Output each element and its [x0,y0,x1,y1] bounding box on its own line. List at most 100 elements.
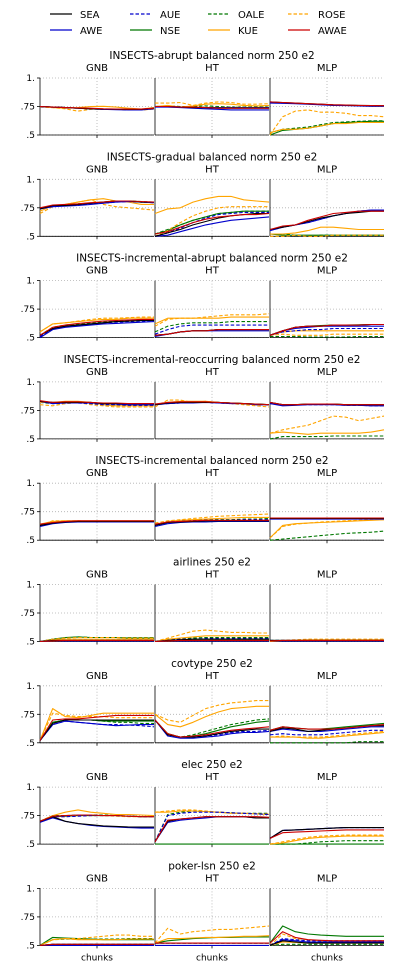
series-line-awae [269,101,385,107]
y-tick-label: .5 [26,334,35,344]
panel-title: GNB [86,873,108,884]
legend-label-aue: AUE [160,10,180,21]
y-tick-label: .75 [21,508,35,518]
chart-row-insects-incremental-abrupt-balanced-norm-250-e2: INSECTS-incremental-abrupt balanced norm… [21,253,384,344]
row-title: INSECTS-incremental-abrupt balanced norm… [76,253,348,265]
series-line-kue [154,705,269,728]
series-line-oale [154,321,269,333]
panel-mlp: MLP [269,570,384,645]
series-line-sea [269,210,384,231]
row-title: elec 250 e2 [181,759,242,771]
series-line-awae [154,816,270,843]
panel-title: MLP [317,63,337,74]
series-line-rose [154,313,270,327]
series-line-awae [269,323,384,336]
chart-row-elec-250-e2: elec 250 e2 GNB .5 .75 1. HT MLP [21,759,384,850]
series-line-awe [154,719,270,739]
series-line-rose [39,636,154,643]
panel-title: MLP [317,772,337,783]
panel-title: MLP [317,570,337,581]
row-title: poker-lsn 250 e2 [168,860,256,872]
y-tick-label: .75 [21,609,35,619]
series-line-kue [154,316,269,325]
legend-label-nse: NSE [160,26,180,37]
panel-ht: HT chunks [154,873,270,963]
series-line-kue [39,638,154,643]
series-line-awe [154,216,270,237]
series-line-awae [154,212,270,235]
series-line-aue [269,327,384,336]
series-line-rose [39,934,154,946]
panel-mlp: MLP [269,63,385,138]
y-tick-label: 1. [26,378,35,388]
panel-title: HT [205,671,220,682]
series-line-awae [39,814,154,822]
series-line-kue [269,835,384,845]
panel-ht: HT [154,772,270,848]
panel-mlp: MLP chunks [269,873,384,963]
series-line-kue [39,317,154,333]
panel-gnb: GNB .5 .75 1. [21,63,155,141]
series-line-awe [269,403,384,407]
x-axis-label: chunks [196,953,228,963]
series-line-kue [270,226,384,235]
panel-title: GNB [86,570,108,581]
series-line-awae [154,329,269,336]
series-line-sea [39,319,154,336]
y-tick-label: 1. [26,175,35,185]
panel-title: MLP [317,468,337,479]
panel-title: GNB [86,164,108,175]
y-tick-label: .75 [21,710,35,720]
panel-mlp: MLP [269,671,385,746]
series-line-awae [39,400,154,405]
legend-entry-sea: SEA [50,10,100,21]
y-tick-label: 1. [26,682,35,692]
panel-gnb: GNB .5 .75 1. [21,164,155,242]
series-line-kue [154,195,270,215]
series-line-awae [269,401,384,406]
x-axis-label: chunks [311,953,343,963]
chart-row-airlines-250-e2: airlines 250 e2 GNB .5 .75 1. HT MLP [21,557,384,648]
legend-entry-rose: ROSE [288,10,346,21]
series-line-awae [154,519,269,525]
series-line-oale [270,840,384,845]
panel-title: GNB [86,671,108,682]
legend-label-awae: AWAE [318,26,347,37]
series-line-awae [39,200,155,209]
series-line-rose [154,700,269,723]
series-line-kue [154,935,270,944]
panel-ht: HT [154,671,270,746]
y-tick-label: .75 [21,305,35,315]
chart-row-poker-lsn-250-e2: poker-lsn 250 e2 GNB .5 .75 1. chunks HT chunks… [21,860,384,963]
series-line-sea [39,520,154,526]
series-line-aue [154,811,270,843]
series-line-awae [39,714,154,741]
series-line-rose [269,730,385,738]
series-line-awae [269,210,384,231]
y-tick-label: 1. [26,479,35,489]
y-tick-label: .5 [26,941,35,951]
panel-gnb: GNB .5 .75 1. [21,671,155,749]
panel-gnb: GNB .5 .75 1. [21,367,154,445]
row-title: INSECTS-incremental balanced norm 250 e2 [95,455,328,467]
series-line-awe [39,321,155,339]
panel-mlp: MLP [269,266,384,341]
series-line-rose [154,206,269,237]
panel-gnb: GNB .5 .75 1. [21,570,154,648]
y-tick-label: 1. [26,884,35,894]
panel-ht: HT [154,266,270,341]
series-line-kue [269,429,385,435]
series-line-awe [269,939,384,946]
panel-ht: HT [154,164,270,240]
legend-entry-awae: AWAE [288,26,347,37]
series-line-awe [154,520,269,528]
series-line-kue [154,635,269,643]
series-line-awae [154,639,269,643]
panel-gnb: GNB .5 .75 1. [21,772,155,850]
legend: SEA AWE AUE NSE OALE KUE ROSE AWAE [50,10,347,37]
series-line-oale [269,530,385,541]
row-title: INSECTS-incremental-reoccurring balanced… [64,354,361,366]
series-line-kue [270,731,385,739]
panel-title: HT [205,266,220,277]
